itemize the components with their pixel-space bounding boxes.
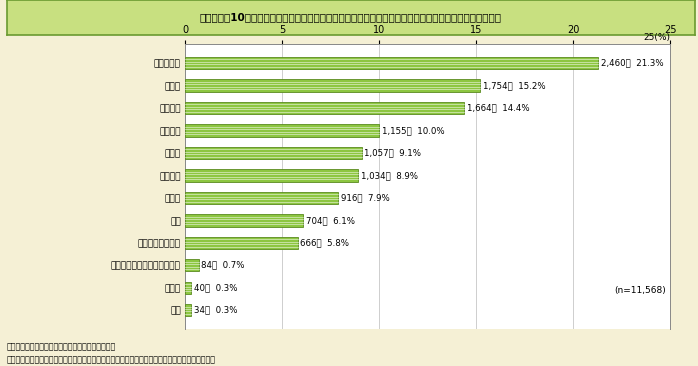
Bar (185, 169, 357, 182)
Bar (185, 192, 339, 204)
Bar (185, 214, 304, 227)
Text: 666件  5.8%: 666件 5.8% (300, 238, 350, 247)
Text: 916件  7.9%: 916件 7.9% (341, 193, 390, 202)
Text: 1,057件  9.1%: 1,057件 9.1% (364, 149, 422, 157)
Text: 1,754件  15.2%: 1,754件 15.2% (483, 81, 545, 90)
Bar (185, 304, 191, 317)
Text: 40件  0.3%: 40件 0.3% (194, 283, 237, 292)
Text: 1,664件  14.4%: 1,664件 14.4% (467, 104, 530, 112)
Text: 1,155件  10.0%: 1,155件 10.0% (382, 126, 445, 135)
Bar (185, 124, 379, 137)
Bar (185, 57, 598, 69)
Text: 1,034件  8.9%: 1,034件 8.9% (361, 171, 417, 180)
Text: (n=11,568): (n=11,568) (614, 285, 666, 295)
Bar (185, 259, 198, 272)
Bar (185, 281, 191, 294)
Text: 34件  0.3%: 34件 0.3% (194, 306, 237, 315)
Text: 2,460件  21.3%: 2,460件 21.3% (601, 59, 664, 68)
Bar (185, 237, 297, 249)
Text: 704件  6.1%: 704件 6.1% (306, 216, 355, 225)
Text: 25(%): 25(%) (643, 33, 670, 42)
Bar (185, 102, 464, 114)
Text: （備考）１．内閣府男女共同参画局資料より作成。: （備考）１．内閣府男女共同参画局資料より作成。 (7, 342, 117, 351)
Bar (185, 79, 480, 92)
Bar (185, 147, 362, 159)
Text: 84件  0.7%: 84件 0.7% (202, 261, 245, 270)
Text: 第１－８－10図　東日本大震災被災地における女性の悩み・暴力相談事業　相談件数の内訳（複数回答）: 第１－８－10図 東日本大震災被災地における女性の悩み・暴力相談事業 相談件数の… (200, 12, 502, 22)
Text: ２．相談件数は、電話相談及び面接相談の合計（要望・苦情、いたずら、無言を除く）。: ２．相談件数は、電話相談及び面接相談の合計（要望・苦情、いたずら、無言を除く）。 (7, 356, 216, 365)
